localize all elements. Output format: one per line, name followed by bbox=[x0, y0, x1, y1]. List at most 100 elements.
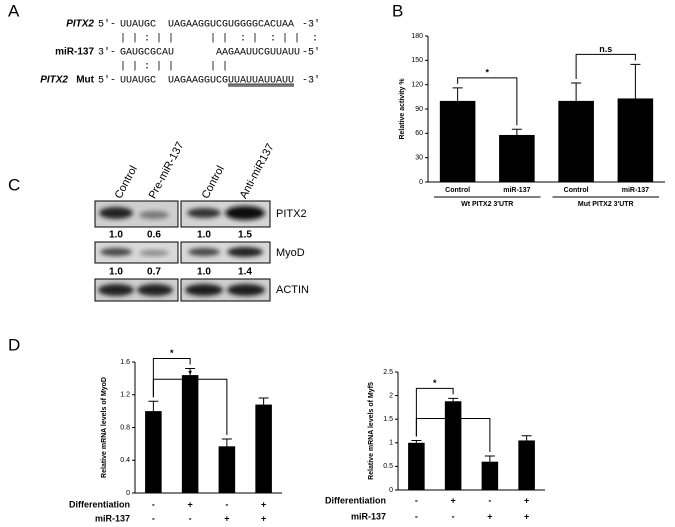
quantity: 1.4 bbox=[238, 267, 252, 278]
error-bar bbox=[411, 439, 422, 443]
band bbox=[98, 284, 134, 296]
sequence-alignment: PITX2 5'- UUAUGC UAGAAGGUCGUGGGGCACUAA -… bbox=[40, 19, 320, 87]
error-bar bbox=[521, 435, 532, 441]
panel-label: C bbox=[8, 175, 20, 194]
band bbox=[185, 284, 223, 296]
quantity: 1.5 bbox=[238, 230, 252, 241]
y-tick-label: 1.6 bbox=[120, 359, 130, 366]
quantity: 0.7 bbox=[147, 267, 161, 278]
seq-suffix: -3' bbox=[302, 19, 320, 31]
condition-sign: + bbox=[261, 499, 266, 509]
bar bbox=[481, 461, 499, 490]
panel-label: A bbox=[8, 1, 20, 20]
condition-sign: + bbox=[450, 495, 455, 505]
seq-label: PITX2 bbox=[66, 19, 94, 30]
band bbox=[187, 208, 221, 218]
quantity: 0.6 bbox=[147, 230, 161, 241]
seq-suffix: -5' bbox=[302, 47, 320, 59]
significance-bracket bbox=[575, 53, 636, 80]
lane-label: Pre-miR-137 bbox=[147, 140, 187, 201]
condition-sign: + bbox=[487, 511, 492, 521]
error-bar bbox=[148, 400, 159, 412]
sequence-underlined: UUAUUAUUAUU bbox=[228, 76, 294, 87]
y-tick-label: 1 bbox=[389, 440, 393, 447]
group-label: Mut PITX2 3'UTR bbox=[578, 201, 634, 208]
error-bar bbox=[452, 87, 463, 101]
lane-label: Control bbox=[200, 164, 227, 201]
bar bbox=[408, 442, 425, 490]
x-tick-label: Control bbox=[445, 187, 470, 194]
condition-sign: - bbox=[488, 495, 491, 505]
quantity: 1.0 bbox=[109, 230, 123, 241]
quantity: 1.0 bbox=[109, 267, 123, 278]
condition-sign: + bbox=[524, 511, 529, 521]
seq-label: PITX2 bbox=[40, 75, 68, 86]
band bbox=[225, 206, 265, 220]
condition-sign: - bbox=[152, 499, 155, 509]
y-tick-label: 90 bbox=[415, 106, 423, 113]
bar bbox=[145, 411, 162, 493]
condition-label: Differentiation bbox=[69, 499, 130, 509]
y-tick-label: 1.5 bbox=[383, 416, 393, 423]
y-tick-label: 150 bbox=[411, 57, 423, 64]
significance-bracket bbox=[152, 358, 191, 398]
y-tick-label: 0 bbox=[389, 487, 393, 494]
sequence: GAUGCGCAU AAGAAUUCGUUAUU bbox=[120, 48, 300, 59]
band bbox=[137, 284, 173, 296]
x-tick-label: Control bbox=[564, 187, 589, 194]
row-label: PITX2 bbox=[276, 208, 307, 220]
y-tick-label: 0.5 bbox=[383, 463, 393, 470]
condition-sign: + bbox=[187, 499, 192, 509]
blot-box bbox=[94, 241, 179, 264]
band bbox=[188, 248, 220, 256]
condition-sign: - bbox=[415, 495, 418, 505]
condition-sign: + bbox=[261, 513, 266, 523]
band bbox=[227, 284, 265, 296]
y-tick-label: 60 bbox=[415, 130, 423, 137]
y-tick-label: 0 bbox=[126, 490, 130, 497]
x-tick-label: miR-137 bbox=[503, 187, 530, 194]
y-tick-label: 2.5 bbox=[383, 369, 393, 376]
band bbox=[100, 248, 132, 256]
error-bar bbox=[571, 82, 582, 101]
y-tick-label: 1.2 bbox=[120, 392, 130, 399]
bar bbox=[218, 446, 236, 493]
condition-label: miR-137 bbox=[351, 511, 386, 521]
error-bar bbox=[630, 63, 641, 99]
y-tick-label: 180 bbox=[411, 33, 423, 40]
error-bar bbox=[448, 397, 459, 402]
lane-label: Control bbox=[113, 164, 140, 201]
row-label: ACTIN bbox=[276, 284, 309, 296]
band bbox=[227, 247, 263, 257]
western-blot: Control Pre-miR-137 Control Anti-miR137 … bbox=[94, 140, 309, 302]
bar bbox=[617, 98, 654, 182]
y-tick-label: 0 bbox=[419, 179, 423, 186]
error-bar bbox=[221, 438, 232, 447]
significance-label: * bbox=[451, 408, 455, 418]
significance-label: * bbox=[188, 369, 192, 379]
y-axis-label: Relative mRNA levels of MyoD bbox=[101, 377, 108, 478]
bar bbox=[181, 375, 199, 493]
sequence: UUAUGC UAGAAGGUCGUGGGGCACUAA bbox=[120, 20, 294, 31]
y-tick-label: 120 bbox=[411, 82, 423, 89]
significance-bracket bbox=[415, 417, 491, 453]
significance-bracket bbox=[152, 378, 228, 435]
lane-label: Anti-miR137 bbox=[238, 142, 277, 201]
condition-sign: - bbox=[189, 513, 192, 523]
seq-label: miR-137 bbox=[55, 47, 94, 58]
quantity: 1.0 bbox=[197, 230, 211, 241]
condition-label: miR-137 bbox=[95, 513, 130, 523]
significance-label: n.s bbox=[599, 44, 612, 54]
panel-label: B bbox=[392, 1, 403, 20]
seq-label-extra: Mut bbox=[76, 75, 94, 86]
condition-sign: - bbox=[452, 511, 455, 521]
error-bar bbox=[511, 128, 522, 135]
bar bbox=[499, 134, 535, 182]
condition-sign: - bbox=[225, 499, 228, 509]
y-axis-label: Relative activity % bbox=[399, 78, 406, 140]
significance-label: * bbox=[170, 348, 174, 358]
seq-prefix: 5'- bbox=[98, 19, 116, 31]
significance-bracket bbox=[415, 387, 454, 437]
bar bbox=[558, 100, 594, 182]
